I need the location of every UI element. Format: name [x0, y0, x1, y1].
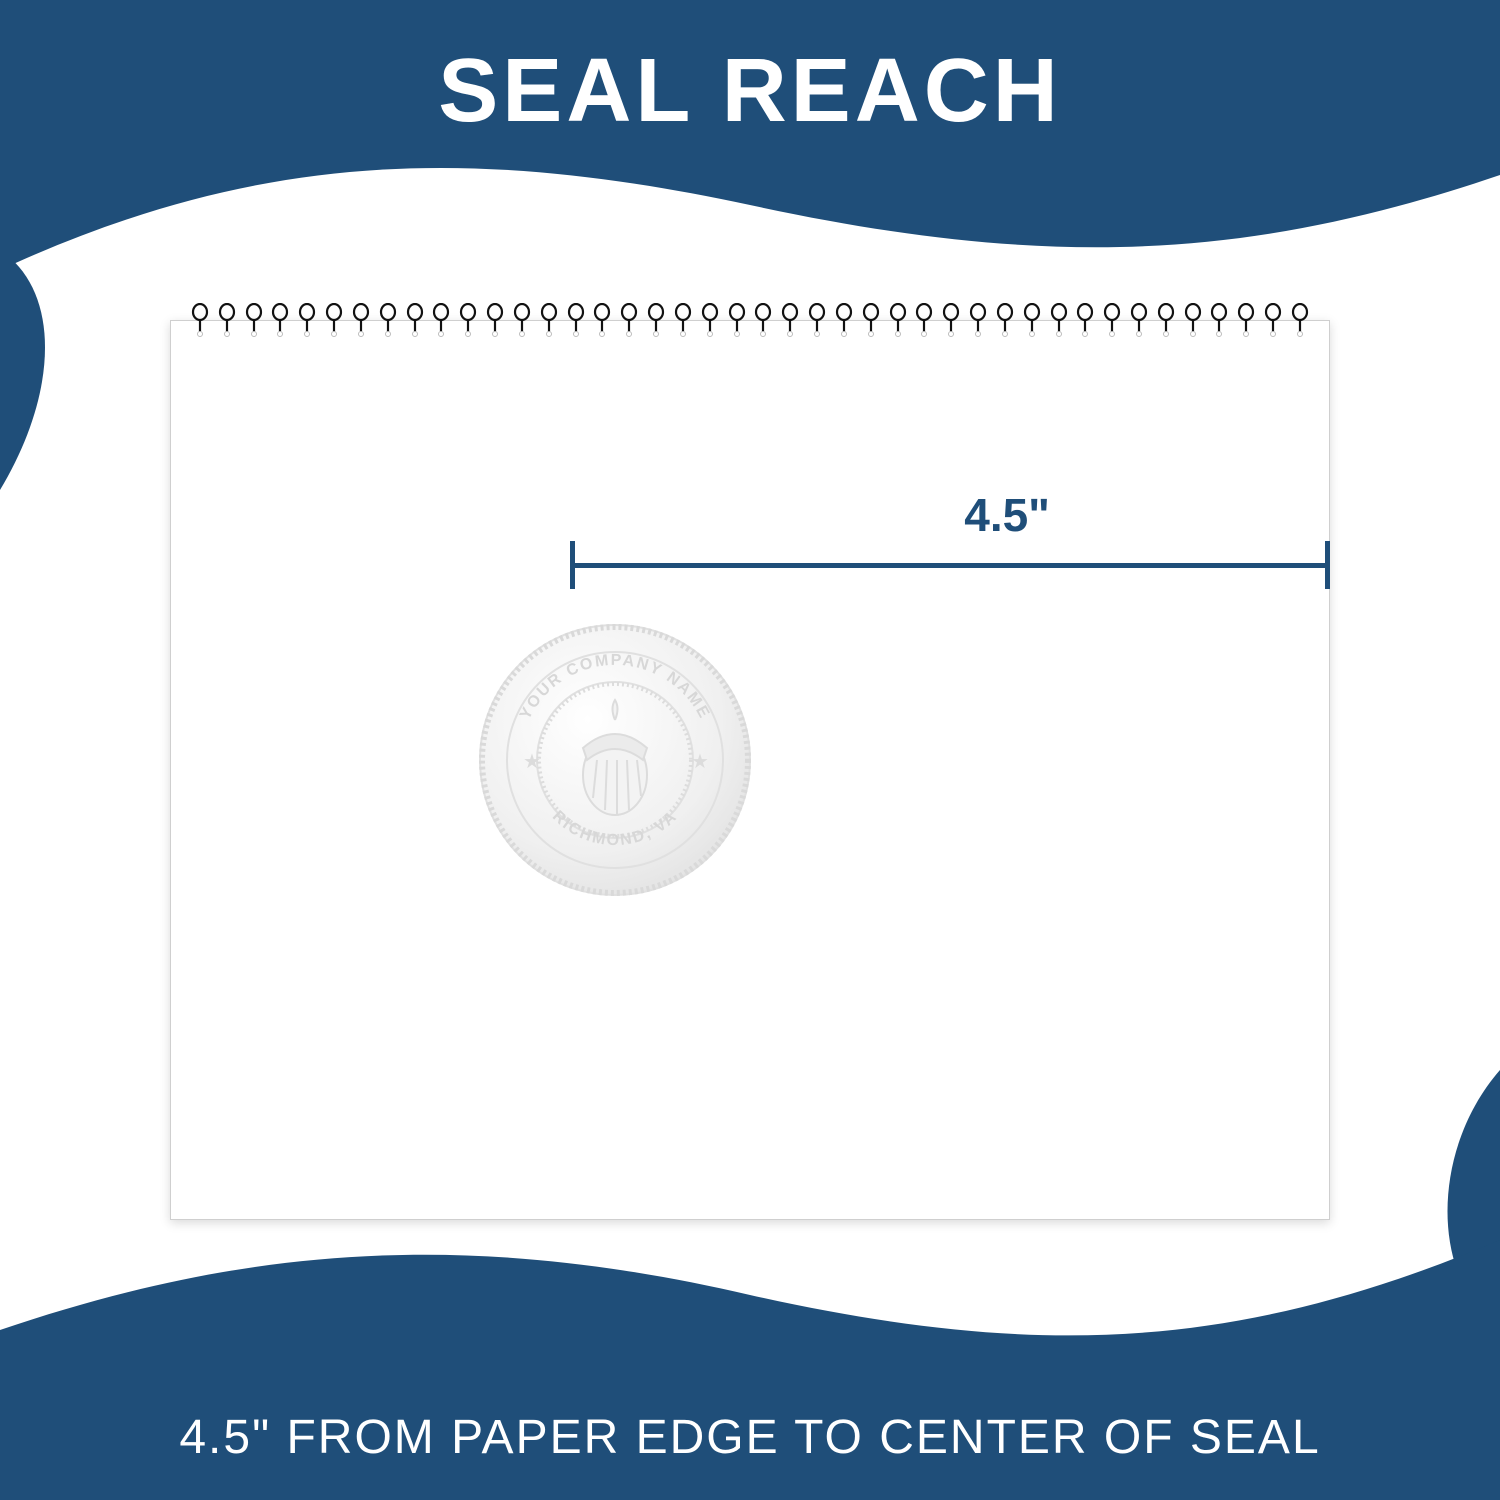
- spiral-ring: [567, 303, 585, 337]
- spiral-ring: [271, 303, 289, 337]
- header-banner: SEAL REACH: [0, 0, 1500, 250]
- spiral-ring: [969, 303, 987, 337]
- spiral-ring: [325, 303, 343, 337]
- spiral-ring: [728, 303, 746, 337]
- svg-text:★: ★: [523, 751, 541, 773]
- spiral-ring: [835, 303, 853, 337]
- spiral-ring: [218, 303, 236, 337]
- spiral-ring: [862, 303, 880, 337]
- svg-text:★: ★: [691, 751, 709, 773]
- page-title: SEAL REACH: [0, 40, 1500, 143]
- spiral-ring: [1103, 303, 1121, 337]
- spiral-ring: [942, 303, 960, 337]
- spiral-binding: [191, 303, 1309, 339]
- embossed-seal: YOUR COMPANY NAME RICHMOND, VA ★ ★: [475, 620, 755, 900]
- spiral-ring: [754, 303, 772, 337]
- spiral-ring: [808, 303, 826, 337]
- spiral-ring: [1184, 303, 1202, 337]
- spiral-ring: [674, 303, 692, 337]
- measure-cap-right: [1325, 541, 1330, 589]
- spiral-ring: [379, 303, 397, 337]
- spiral-ring: [406, 303, 424, 337]
- spiral-ring: [513, 303, 531, 337]
- measure-line: [570, 563, 1330, 568]
- footer-text: 4.5" FROM PAPER EDGE TO CENTER OF SEAL: [0, 1410, 1500, 1465]
- spiral-ring: [620, 303, 638, 337]
- spiral-ring: [245, 303, 263, 337]
- spiral-ring: [1157, 303, 1175, 337]
- spiral-ring: [647, 303, 665, 337]
- spiral-ring: [1076, 303, 1094, 337]
- spiral-ring: [781, 303, 799, 337]
- spiral-ring: [1023, 303, 1041, 337]
- spiral-ring: [996, 303, 1014, 337]
- spiral-ring: [1291, 303, 1309, 337]
- footer-banner: 4.5" FROM PAPER EDGE TO CENTER OF SEAL: [0, 1250, 1500, 1500]
- measurement-indicator: 4.5": [570, 535, 1330, 595]
- spiral-ring: [1130, 303, 1148, 337]
- spiral-ring: [486, 303, 504, 337]
- spiral-ring: [593, 303, 611, 337]
- spiral-ring: [459, 303, 477, 337]
- spiral-ring: [191, 303, 209, 337]
- measurement-label: 4.5": [934, 480, 1080, 550]
- spiral-ring: [1237, 303, 1255, 337]
- spiral-ring: [1264, 303, 1282, 337]
- spiral-ring: [1050, 303, 1068, 337]
- spiral-ring: [1210, 303, 1228, 337]
- spiral-ring: [889, 303, 907, 337]
- spiral-ring: [432, 303, 450, 337]
- spiral-ring: [540, 303, 558, 337]
- spiral-ring: [701, 303, 719, 337]
- left-swoosh-accent: [0, 250, 120, 510]
- spiral-ring: [298, 303, 316, 337]
- spiral-ring: [915, 303, 933, 337]
- spiral-ring: [352, 303, 370, 337]
